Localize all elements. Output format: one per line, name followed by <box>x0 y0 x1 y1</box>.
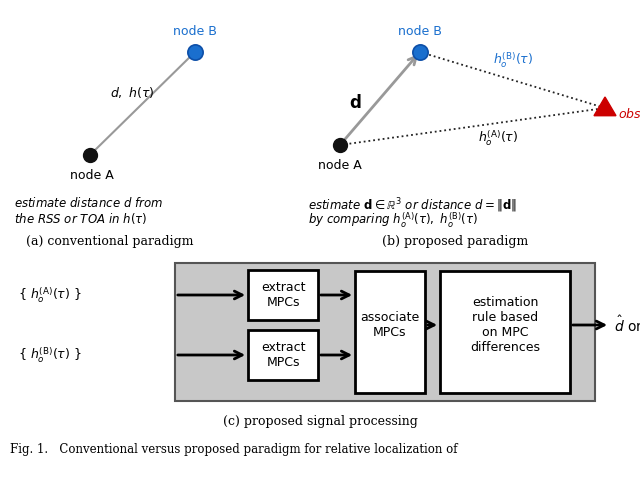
Text: $by\ comparing\ h_o^{(\mathrm{A})}(\tau),\ h_o^{(\mathrm{B})}(\tau)$: $by\ comparing\ h_o^{(\mathrm{A})}(\tau)… <box>308 211 478 230</box>
Text: Fig. 1.   Conventional versus proposed paradigm for relative localization of: Fig. 1. Conventional versus proposed par… <box>10 443 458 456</box>
Text: $\{\ h_o^{(\mathrm{B})}(\tau)\ \}$: $\{\ h_o^{(\mathrm{B})}(\tau)\ \}$ <box>18 345 82 365</box>
Text: (c) proposed signal processing: (c) proposed signal processing <box>223 415 417 428</box>
Text: $estimate\ \mathbf{d} \in \mathbb{R}^3\ or\ distance\ d = \|\mathbf{d}\|$: $estimate\ \mathbf{d} \in \mathbb{R}^3\ … <box>308 196 517 215</box>
Polygon shape <box>594 97 616 116</box>
Text: (a) conventional paradigm: (a) conventional paradigm <box>26 235 194 248</box>
Bar <box>248 270 318 320</box>
Text: $\mathbf{d}$: $\mathbf{d}$ <box>349 94 361 112</box>
Text: extract
MPCs: extract MPCs <box>260 341 305 369</box>
Bar <box>248 330 318 380</box>
Text: (b) proposed paradigm: (b) proposed paradigm <box>382 235 528 248</box>
Text: node A: node A <box>70 169 114 182</box>
Text: $the\ RSS\ or\ TOA\ in\ h(\tau)$: $the\ RSS\ or\ TOA\ in\ h(\tau)$ <box>14 211 147 226</box>
Text: $h_o^{(\mathrm{A})}(\tau)$: $h_o^{(\mathrm{A})}(\tau)$ <box>478 128 518 148</box>
Text: node A: node A <box>318 159 362 172</box>
Text: estimation
rule based
on MPC
differences: estimation rule based on MPC differences <box>470 296 540 354</box>
Text: node B: node B <box>398 25 442 38</box>
Text: associate
MPCs: associate MPCs <box>360 311 420 339</box>
Bar <box>440 271 570 393</box>
Text: $\hat{d}$ or $\hat{\mathbf{d}}$: $\hat{d}$ or $\hat{\mathbf{d}}$ <box>614 315 640 335</box>
Text: $d,\ h(\tau)$: $d,\ h(\tau)$ <box>110 85 154 100</box>
Text: $h_o^{(\mathrm{B})}(\tau)$: $h_o^{(\mathrm{B})}(\tau)$ <box>493 50 533 70</box>
Text: node B: node B <box>173 25 217 38</box>
Text: extract
MPCs: extract MPCs <box>260 281 305 309</box>
Text: observer $o$: observer $o$ <box>618 107 640 121</box>
Text: $\{\ h_o^{(\mathrm{A})}(\tau)\ \}$: $\{\ h_o^{(\mathrm{A})}(\tau)\ \}$ <box>18 285 82 305</box>
Bar <box>175 263 595 401</box>
Text: $estimate\ distance\ d\ from$: $estimate\ distance\ d\ from$ <box>14 196 163 210</box>
Bar <box>355 271 425 393</box>
